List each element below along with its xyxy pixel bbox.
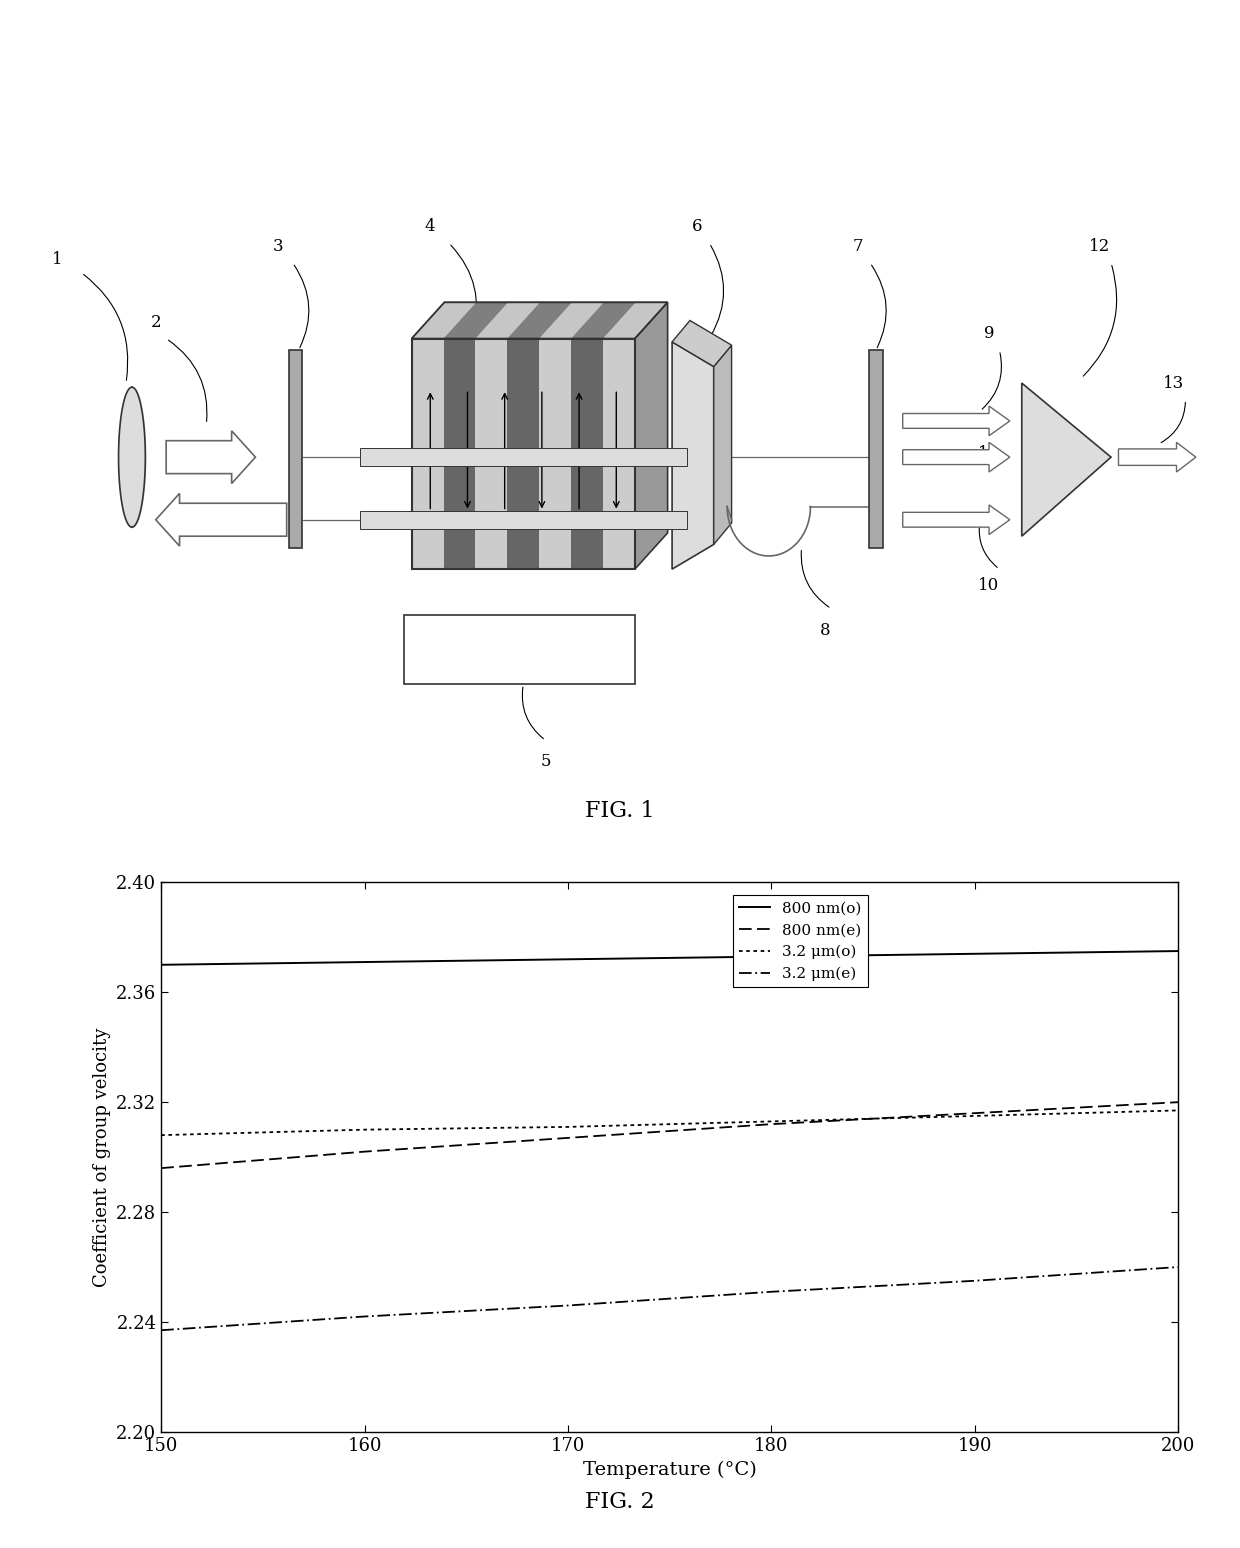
Polygon shape [635,302,667,570]
3.2 μm(o) [357,1121,372,1139]
Bar [572,339,603,570]
Text: 11: 11 [978,446,999,463]
800 nm(o) [967,944,982,963]
800 nm(o) [1171,941,1185,960]
Bar [289,350,303,548]
Polygon shape [1022,382,1111,536]
Legend: 800 nm(o), 800 nm(e), 3.2 μm(o), 3.2 μm(e): 800 nm(o), 800 nm(e), 3.2 μm(o), 3.2 μm(… [733,895,868,988]
3.2 μm(e) [357,1307,372,1325]
800 nm(e) [560,1128,575,1147]
3.2 μm(o) [154,1125,169,1144]
Text: FIG. 2: FIG. 2 [585,1491,655,1512]
Bar [475,339,507,570]
3.2 μm(e) [154,1320,169,1339]
Text: 4: 4 [424,218,435,235]
Text: 8: 8 [820,622,831,639]
Bar [660,511,724,529]
Polygon shape [539,302,604,339]
800 nm(o) [357,952,372,971]
Bar [412,339,635,570]
Bar [660,447,724,466]
3.2 μm(e) [967,1271,982,1289]
Text: 10: 10 [978,577,999,594]
FancyArrow shape [1118,443,1195,472]
Polygon shape [603,302,667,339]
Bar [444,339,475,570]
FancyArrow shape [903,406,1009,435]
3.2 μm(o) [560,1118,575,1136]
3.2 μm(o) [764,1111,779,1130]
800 nm(o) [560,950,575,969]
FancyArrow shape [903,443,1009,472]
Text: FIG. 1: FIG. 1 [585,800,655,822]
Line: 800 nm(e): 800 nm(e) [161,1102,1178,1169]
3.2 μm(e) [1171,1259,1185,1277]
800 nm(o) [154,955,169,974]
Polygon shape [672,320,732,367]
Bar [412,339,444,570]
FancyArrow shape [156,494,286,546]
Bar [507,339,539,570]
Polygon shape [672,342,714,570]
Bar [869,350,883,548]
3.2 μm(e) [560,1296,575,1314]
Bar [360,447,687,466]
Text: 9: 9 [983,325,994,342]
FancyArrow shape [166,430,255,483]
800 nm(o) [764,947,779,966]
Polygon shape [507,302,572,339]
Polygon shape [714,345,732,545]
Bar [539,339,572,570]
Bar [404,615,635,684]
3.2 μm(e) [764,1282,779,1300]
Line: 3.2 μm(e): 3.2 μm(e) [161,1268,1178,1330]
Text: 13: 13 [1163,375,1184,392]
Polygon shape [572,302,636,339]
Y-axis label: Coefficient of group velocity: Coefficient of group velocity [93,1028,110,1286]
Text: 3: 3 [273,238,283,255]
Polygon shape [444,302,508,339]
Text: 1: 1 [52,251,63,268]
X-axis label: Temperature (°C): Temperature (°C) [583,1460,756,1478]
Polygon shape [475,302,541,339]
800 nm(e) [154,1159,169,1178]
Text: 2: 2 [150,314,161,331]
800 nm(e) [764,1115,779,1133]
3.2 μm(o) [1171,1101,1185,1119]
Text: 5: 5 [541,754,551,771]
800 nm(e) [967,1104,982,1122]
Text: 6: 6 [692,218,703,235]
3.2 μm(o) [967,1107,982,1125]
800 nm(e) [1171,1093,1185,1111]
Bar [603,339,635,570]
FancyArrow shape [903,505,1009,534]
Bar [360,511,687,529]
Line: 3.2 μm(o): 3.2 μm(o) [161,1110,1178,1135]
Polygon shape [412,302,476,339]
Polygon shape [412,302,667,339]
Text: 7: 7 [853,238,863,255]
Line: 800 nm(o): 800 nm(o) [161,950,1178,964]
800 nm(e) [357,1142,372,1161]
Text: 12: 12 [1089,238,1110,255]
